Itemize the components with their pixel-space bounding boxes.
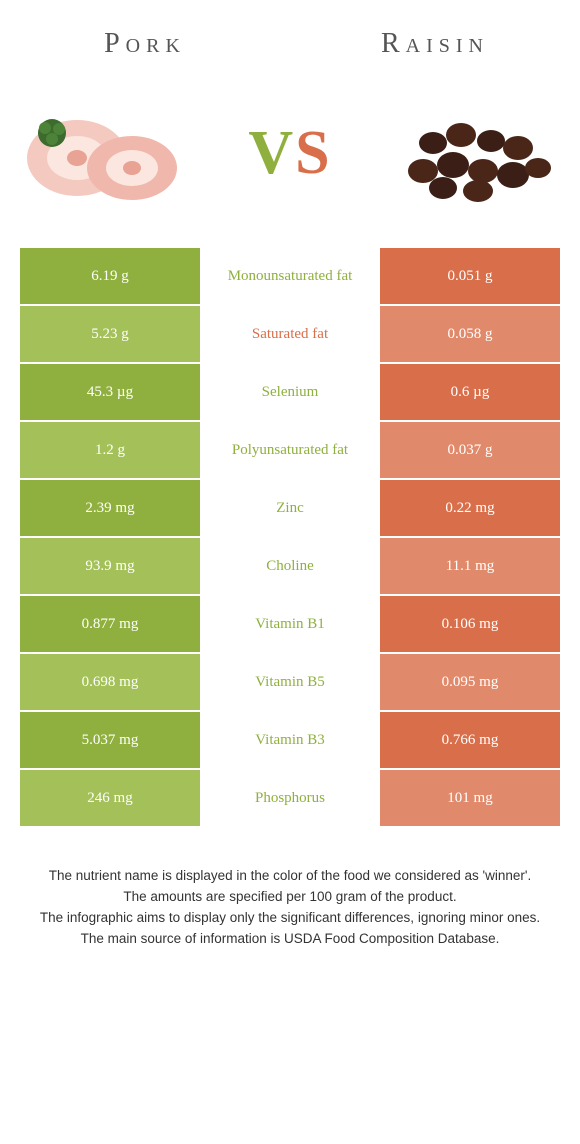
nutrient-label: Monounsaturated fat	[200, 248, 380, 304]
nutrient-label: Zinc	[200, 480, 380, 536]
left-value: 0.877 mg	[20, 596, 200, 652]
pork-image	[12, 88, 202, 218]
vs-s: S	[295, 119, 331, 187]
footer-line: The nutrient name is displayed in the co…	[30, 866, 550, 887]
nutrient-label: Vitamin B1	[200, 596, 380, 652]
right-food-title: Raisin	[290, 28, 580, 60]
right-value: 0.22 mg	[380, 480, 560, 536]
right-value: 0.058 g	[380, 306, 560, 362]
footer-line: The amounts are specified per 100 gram o…	[30, 887, 550, 908]
header: Pork Raisin	[0, 0, 580, 78]
right-value: 0.6 µg	[380, 364, 560, 420]
table-row: 0.877 mgVitamin B10.106 mg	[20, 596, 560, 652]
table-row: 5.23 gSaturated fat0.058 g	[20, 306, 560, 362]
pork-icon	[17, 93, 197, 213]
left-value: 246 mg	[20, 770, 200, 826]
table-row: 6.19 gMonounsaturated fat0.051 g	[20, 248, 560, 304]
right-value: 0.037 g	[380, 422, 560, 478]
left-value: 5.23 g	[20, 306, 200, 362]
images-row: VS	[0, 78, 580, 248]
footer-line: The main source of information is USDA F…	[30, 929, 550, 950]
nutrient-table: 6.19 gMonounsaturated fat0.051 g5.23 gSa…	[20, 248, 560, 826]
nutrient-label: Vitamin B5	[200, 654, 380, 710]
table-row: 45.3 µgSelenium0.6 µg	[20, 364, 560, 420]
right-value: 0.106 mg	[380, 596, 560, 652]
left-value: 5.037 mg	[20, 712, 200, 768]
nutrient-label: Choline	[200, 538, 380, 594]
table-row: 5.037 mgVitamin B30.766 mg	[20, 712, 560, 768]
left-value: 93.9 mg	[20, 538, 200, 594]
left-value: 45.3 µg	[20, 364, 200, 420]
table-row: 1.2 gPolyunsaturated fat0.037 g	[20, 422, 560, 478]
table-row: 2.39 mgZinc0.22 mg	[20, 480, 560, 536]
nutrient-label: Selenium	[200, 364, 380, 420]
footer-notes: The nutrient name is displayed in the co…	[30, 866, 550, 950]
raisin-image	[378, 88, 568, 218]
nutrient-label: Phosphorus	[200, 770, 380, 826]
right-value: 101 mg	[380, 770, 560, 826]
left-value: 0.698 mg	[20, 654, 200, 710]
right-value: 0.051 g	[380, 248, 560, 304]
left-value: 1.2 g	[20, 422, 200, 478]
footer-line: The infographic aims to display only the…	[30, 908, 550, 929]
right-value: 11.1 mg	[380, 538, 560, 594]
left-value: 2.39 mg	[20, 480, 200, 536]
nutrient-label: Vitamin B3	[200, 712, 380, 768]
raisin-icon	[383, 93, 563, 213]
table-row: 246 mgPhosphorus101 mg	[20, 770, 560, 826]
nutrient-label: Saturated fat	[200, 306, 380, 362]
left-value: 6.19 g	[20, 248, 200, 304]
table-row: 0.698 mgVitamin B50.095 mg	[20, 654, 560, 710]
left-food-title: Pork	[0, 28, 290, 60]
vs-label: VS	[248, 118, 331, 189]
right-value: 0.766 mg	[380, 712, 560, 768]
nutrient-label: Polyunsaturated fat	[200, 422, 380, 478]
vs-v: V	[248, 119, 295, 187]
right-value: 0.095 mg	[380, 654, 560, 710]
table-row: 93.9 mgCholine11.1 mg	[20, 538, 560, 594]
